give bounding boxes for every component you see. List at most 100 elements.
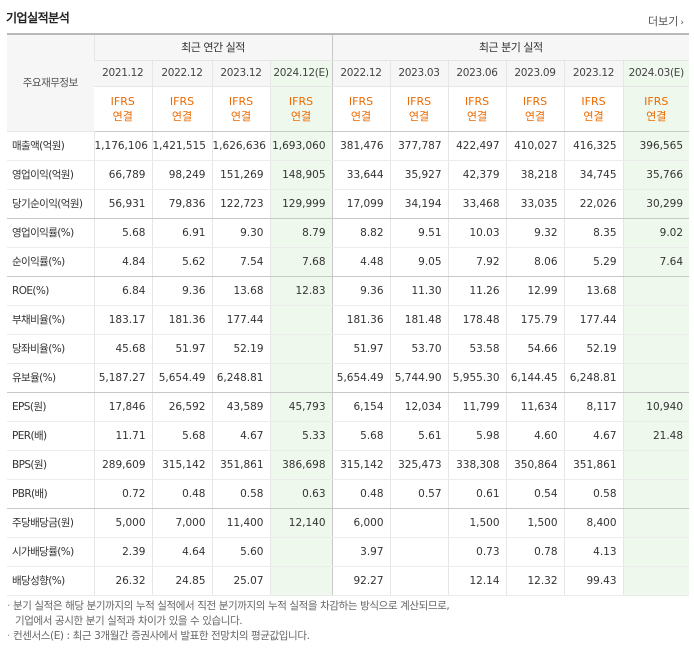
value-cell: 35,766 (622, 160, 690, 190)
table-row: BPS(원) 289,609 315,142 351,861 386,698 315,14… (7, 450, 690, 480)
consolidated-text: 연결 (290, 109, 312, 123)
row-label[interactable]: BPS(원) (7, 450, 94, 480)
value-cell: 5,187.27 (93, 363, 152, 393)
value-cell: 8,400 (563, 508, 624, 538)
quarter-group-header: 최근 분기 실적 (331, 34, 690, 61)
row-label[interactable]: 시가배당률(%) (7, 537, 94, 567)
value-cell (622, 566, 690, 596)
value-cell: 53.58 (447, 334, 507, 364)
more-label: 더보기 (648, 15, 679, 28)
ifrs-text: IFRS (228, 94, 254, 108)
value-cell (269, 305, 333, 335)
row-label[interactable]: 배당성향(%) (7, 566, 94, 596)
value-cell: 99.43 (563, 566, 624, 596)
ifrs-label: IFRS 연결 (622, 86, 690, 132)
value-cell: 5.68 (151, 421, 212, 451)
value-cell: 25.07 (211, 566, 270, 596)
value-cell: 8.06 (505, 247, 565, 277)
value-cell: 0.73 (447, 537, 507, 567)
value-cell: 2.39 (93, 537, 152, 567)
consolidated-text: 연결 (583, 109, 604, 123)
row-label[interactable]: PBR(배) (7, 479, 94, 509)
ifrs-text: IFRS (581, 94, 606, 108)
row-label[interactable]: ROE(%) (7, 276, 94, 306)
value-cell: 12,034 (389, 392, 449, 422)
value-cell: 0.58 (563, 479, 624, 509)
value-cell: 7,000 (151, 508, 212, 538)
table-row: 당좌비율(%) 45.68 51.97 52.19 51.97 53.70 53.58 54.… (7, 334, 690, 364)
value-cell: 5,000 (93, 508, 152, 538)
value-cell: 34,745 (563, 160, 624, 190)
more-link[interactable]: 더보기 › (648, 13, 684, 29)
value-cell: 7.64 (622, 247, 690, 277)
value-cell (622, 508, 690, 538)
consolidated-text: 연결 (408, 109, 430, 123)
row-label[interactable]: 주당배당금(원) (7, 508, 94, 538)
table-row: 영업이익(억원) 66,789 98,249 151,269 148,905 33,644… (7, 160, 690, 190)
value-cell: 6,248.81 (211, 363, 270, 393)
value-cell: 8,117 (563, 392, 624, 422)
value-cell: 0.54 (505, 479, 565, 509)
row-label[interactable]: PER(배) (7, 421, 94, 451)
period-header: 2023.03 (389, 60, 449, 87)
ifrs-label: IFRS 연결 (563, 86, 624, 132)
value-cell: 351,861 (211, 450, 270, 480)
row-label[interactable]: 순이익률(%) (7, 247, 94, 277)
table-row: EPS(원) 17,846 26,592 43,589 45,793 6,154 12,03… (7, 392, 690, 422)
ifrs-label: IFRS 연결 (389, 86, 449, 132)
row-label[interactable]: 영업이익(억원) (7, 160, 94, 190)
value-cell: 289,609 (93, 450, 152, 480)
period-header: 2022.12 (331, 60, 391, 87)
value-cell: 42,379 (447, 160, 507, 190)
value-cell: 33,644 (331, 160, 391, 190)
value-cell: 0.63 (269, 479, 333, 509)
row-label[interactable]: 당좌비율(%) (7, 334, 94, 364)
value-cell: 181.48 (389, 305, 449, 335)
value-cell: 7.68 (269, 247, 333, 277)
value-cell: 33,035 (505, 189, 565, 219)
value-cell: 351,861 (563, 450, 624, 480)
value-cell: 9.36 (151, 276, 212, 306)
value-cell (622, 537, 690, 567)
value-cell: 6,248.81 (563, 363, 624, 393)
value-cell (269, 363, 333, 393)
value-cell: 129,999 (269, 189, 333, 219)
value-cell: 5,654.49 (331, 363, 391, 393)
value-cell: 0.57 (389, 479, 449, 509)
value-cell: 386,698 (269, 450, 333, 480)
value-cell: 4.67 (211, 421, 270, 451)
table-row: 부채비율(%) 183.17 181.36 177.44 181.36 181.48 178… (7, 305, 690, 335)
row-label[interactable]: 유보율(%) (7, 363, 94, 393)
row-label[interactable]: 영업이익률(%) (7, 218, 94, 248)
value-cell: 315,142 (331, 450, 391, 480)
value-cell: 38,218 (505, 160, 565, 190)
consolidated-text: 연결 (350, 109, 372, 123)
ifrs-text: IFRS (644, 94, 669, 108)
row-label[interactable]: 매출액(억원) (7, 131, 94, 161)
period-header: 2024.12(E) (269, 60, 333, 87)
value-cell: 396,565 (622, 131, 690, 161)
row-label[interactable]: EPS(원) (7, 392, 94, 422)
value-cell: 181.36 (151, 305, 212, 335)
ifrs-text: IFRS (348, 94, 374, 108)
value-cell: 175.79 (505, 305, 565, 335)
value-cell: 6,144.45 (505, 363, 565, 393)
value-cell: 17,099 (331, 189, 391, 219)
value-cell: 33,468 (447, 189, 507, 219)
value-cell: 45,793 (269, 392, 333, 422)
value-cell: 9.36 (331, 276, 391, 306)
value-cell: 9.30 (211, 218, 270, 248)
value-cell (389, 508, 449, 538)
value-cell: 1,176,106 (93, 131, 152, 161)
value-cell: 4.64 (151, 537, 212, 567)
value-cell: 21.48 (622, 421, 690, 451)
row-label[interactable]: 당기순이익(억원) (7, 189, 94, 219)
value-cell: 1,421,515 (151, 131, 212, 161)
value-cell: 98,249 (151, 160, 212, 190)
table-row: 주당배당금(원) 5,000 7,000 11,400 12,140 6,000 1,500… (7, 508, 690, 538)
row-label[interactable]: 부채비율(%) (7, 305, 94, 335)
period-header: 2022.12 (151, 60, 212, 87)
value-cell (622, 363, 690, 393)
value-cell: 26,592 (151, 392, 212, 422)
value-cell: 377,787 (389, 131, 449, 161)
